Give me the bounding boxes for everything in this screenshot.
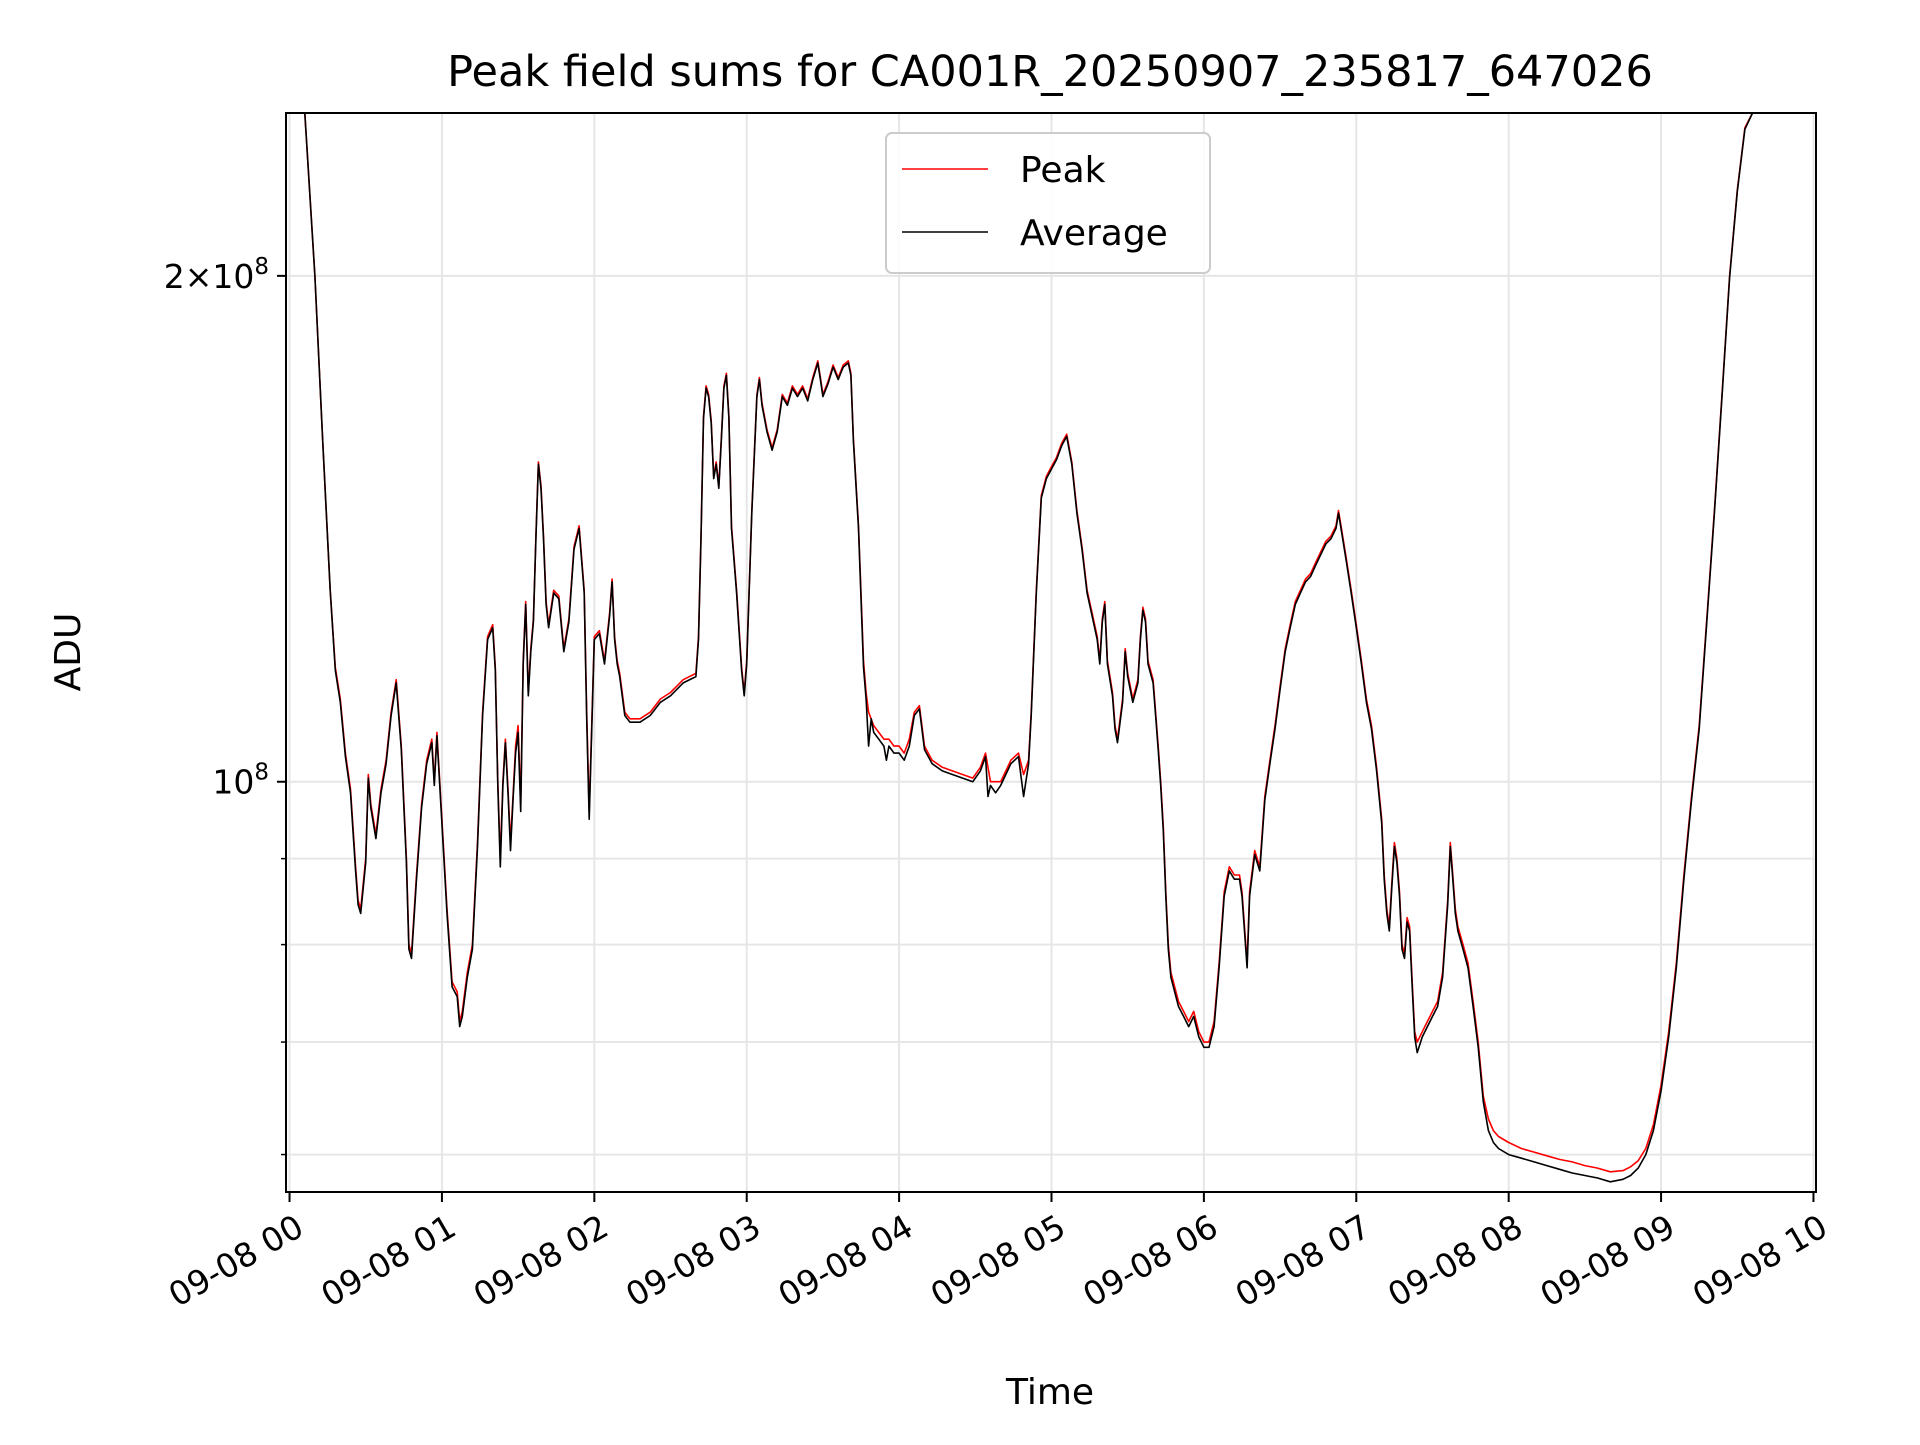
plot-area (287, 113, 1816, 1183)
legend-box (885, 132, 1211, 274)
legend-label-peak: Peak (1020, 150, 1106, 191)
legend-label-average: Average (1020, 213, 1168, 254)
x-axis-label: Time (1005, 1372, 1094, 1413)
y-tick-label: 108 (212, 760, 269, 802)
y-tick-label: 2×108 (164, 254, 269, 296)
y-axis-label: ADU (48, 613, 89, 692)
grid (287, 113, 1816, 1192)
y-axis: 108 2×108 (164, 254, 287, 1156)
legend: Peak Average (885, 132, 1211, 274)
series-layer (287, 113, 1816, 1183)
chart-title: Peak field sums for CA001R_20250907_2358… (447, 47, 1653, 97)
series-line-average (287, 113, 1816, 1183)
